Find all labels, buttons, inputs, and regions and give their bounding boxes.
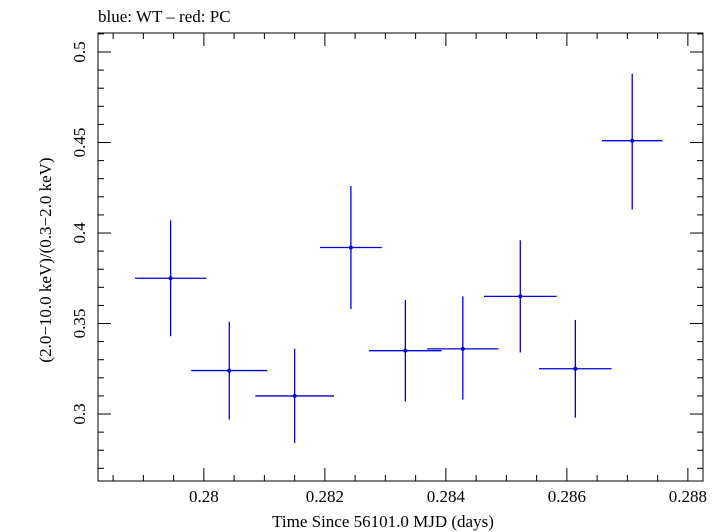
data-point [427,296,499,400]
x-tick-label: 0.286 [548,487,586,506]
y-tick-label: 0.4 [70,222,89,244]
data-marker [292,393,297,398]
data-marker [630,138,635,143]
data-marker [348,245,353,250]
chart-title: blue: WT – red: PC [98,7,231,26]
data-point [191,321,268,420]
data-point [255,348,334,443]
data-marker [403,348,408,353]
data-marker [518,294,523,299]
y-axis-label: (2.0−10.0 keV)/(0.3−2.0 keV) [36,157,55,362]
data-point [369,299,442,402]
y-tick-label: 0.5 [70,41,89,62]
x-axis-label: Time Since 56101.0 MJD (days) [272,512,494,531]
plot-area [97,32,704,482]
data-point [320,185,382,310]
data-series [134,73,663,443]
data-point [539,319,612,418]
y-tick-label: 0.35 [70,309,89,339]
data-point [134,220,207,337]
x-tick-label: 0.28 [189,487,219,506]
data-marker [227,368,232,373]
x-tick-label: 0.282 [306,487,344,506]
y-tick-label: 0.3 [70,403,89,424]
data-marker [460,346,465,351]
y-axis: 0.3 0.35 0.4 0.45 0.5 [70,33,703,469]
plot-border [97,32,704,482]
data-point [601,73,663,210]
data-marker [168,276,173,281]
y-tick-label: 0.45 [70,128,89,158]
data-point [483,240,557,353]
x-tick-label: 0.284 [427,487,466,506]
x-axis: 0.28 0.282 0.284 0.286 0.288 [112,33,707,506]
data-marker [573,366,578,371]
x-tick-label: 0.288 [669,487,707,506]
